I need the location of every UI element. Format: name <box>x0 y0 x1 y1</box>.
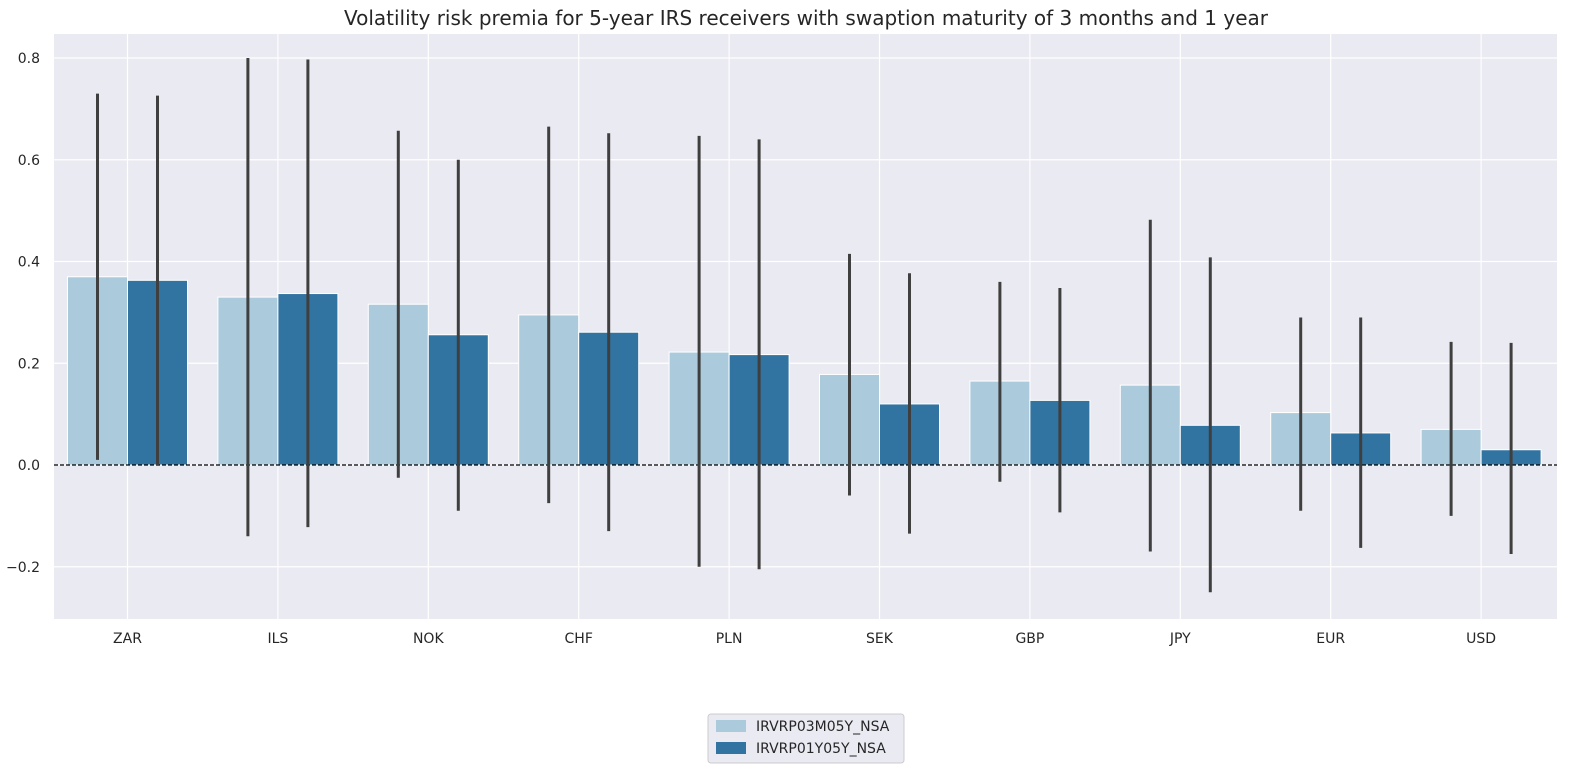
legend-swatch-0 <box>716 720 746 732</box>
x-tick-label: PLN <box>716 631 743 647</box>
legend-label-0: IRVRP03M05Y_NSA <box>756 719 890 735</box>
error-bars <box>96 58 1513 593</box>
y-tick-label: 0.2 <box>18 356 40 372</box>
x-tick-label: USD <box>1466 631 1496 647</box>
x-tick-label: SEK <box>866 631 894 647</box>
y-tick-label: 0.4 <box>18 255 40 271</box>
legend-box <box>707 713 905 764</box>
y-tick-label: 0.8 <box>18 51 40 67</box>
y-tick-label: 0.6 <box>18 153 40 169</box>
x-tick-label: JPY <box>1169 631 1191 647</box>
y-tick-label: −0.2 <box>6 560 40 576</box>
y-tick-label: 0.0 <box>18 458 40 474</box>
chart-title: Volatility risk premia for 5-year IRS re… <box>344 6 1269 30</box>
x-tick-label: EUR <box>1316 631 1345 647</box>
x-tick-label: ZAR <box>113 631 142 647</box>
x-tick-label: GBP <box>1015 631 1044 647</box>
y-axis-ticks: −0.2 0.0 0.2 0.4 0.6 0.8 <box>6 51 40 576</box>
x-tick-label: ILS <box>267 631 288 647</box>
legend-label-1: IRVRP01Y05Y_NSA <box>756 741 886 757</box>
x-tick-label: CHF <box>565 631 593 647</box>
legend-swatch-1 <box>716 742 746 754</box>
x-tick-label: NOK <box>413 631 444 647</box>
x-axis-ticks: ZAR ILS NOK CHF PLN SEK GBP JPY EUR USD <box>113 631 1496 647</box>
legend: IRVRP03M05Y_NSA IRVRP01Y05Y_NSA <box>707 713 905 764</box>
